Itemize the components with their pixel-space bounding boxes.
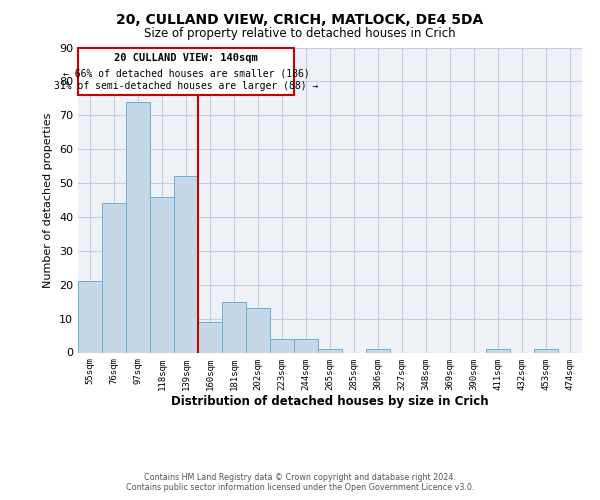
Text: ← 66% of detached houses are smaller (186): ← 66% of detached houses are smaller (18…: [62, 68, 310, 78]
Bar: [318, 349, 342, 352]
Text: 31% of semi-detached houses are larger (88) →: 31% of semi-detached houses are larger (…: [54, 82, 318, 92]
Bar: [126, 102, 150, 352]
Bar: [270, 339, 294, 352]
Bar: [294, 339, 318, 352]
Bar: [366, 349, 390, 352]
X-axis label: Distribution of detached houses by size in Crich: Distribution of detached houses by size …: [171, 395, 489, 408]
FancyBboxPatch shape: [78, 48, 294, 95]
Y-axis label: Number of detached properties: Number of detached properties: [43, 112, 53, 288]
Text: 20 CULLAND VIEW: 140sqm: 20 CULLAND VIEW: 140sqm: [114, 53, 258, 63]
Bar: [222, 302, 246, 352]
Bar: [246, 308, 270, 352]
Text: Size of property relative to detached houses in Crich: Size of property relative to detached ho…: [144, 28, 456, 40]
Bar: [102, 204, 126, 352]
Bar: [534, 349, 558, 352]
Text: Contains HM Land Registry data © Crown copyright and database right 2024.
Contai: Contains HM Land Registry data © Crown c…: [126, 473, 474, 492]
Bar: [486, 349, 510, 352]
Bar: [174, 176, 198, 352]
Bar: [78, 282, 102, 352]
Bar: [150, 196, 174, 352]
Text: 20, CULLAND VIEW, CRICH, MATLOCK, DE4 5DA: 20, CULLAND VIEW, CRICH, MATLOCK, DE4 5D…: [116, 12, 484, 26]
Bar: [198, 322, 222, 352]
